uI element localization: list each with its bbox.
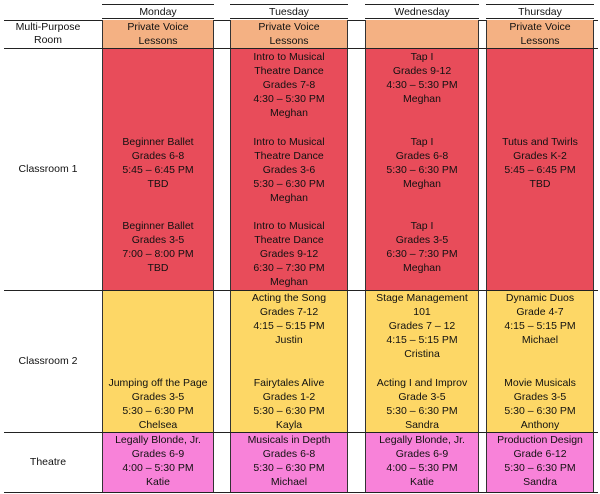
block-theatre-wednesday	[365, 433, 479, 492]
class-cell: Intro to Musical Theatre Dance Grades 7-8 4…	[253, 51, 325, 119]
class-cell: Beginner Ballet Grades 3-5 7:00 – 8:00 PM T…	[122, 220, 194, 274]
class-cell: Musicals in Depth Grades 6-8 5:30 – 6:30 P…	[247, 434, 331, 488]
day-header-wednesday: Wednesday	[365, 4, 479, 19]
block-theatre-monday	[102, 433, 214, 492]
class-cell: Tap I Grades 6-8 5:30 – 6:30 PM Meghan	[386, 136, 458, 190]
class-cell: Tap I Grades 9-12 4:30 – 5:30 PM Meghan	[386, 51, 458, 105]
class-cell: Fairytales Alive Grades 1-2 5:30 – 6:30 PM…	[253, 377, 325, 431]
class-cell: Acting I and Improv Grade 3-5 5:30 – 6:30 …	[376, 377, 468, 431]
block-classroom1-monday	[102, 49, 214, 290]
block-classroom2-tuesday	[230, 291, 348, 432]
class-cell: Movie Musicals Grades 3-5 5:30 – 6:30 PM An…	[504, 377, 576, 431]
class-cell: Private Voice Lessons	[258, 21, 320, 47]
row-separator	[4, 48, 598, 49]
class-cell: Intro to Musical Theatre Dance Grades 9-12…	[253, 220, 325, 288]
block-theatre-tuesday	[230, 433, 348, 492]
class-cell: Tutus and Twirls Grades K-2 5:45 – 6:45 PM…	[502, 136, 578, 190]
day-header-tuesday: Tuesday	[230, 4, 348, 19]
class-cell: Legally Blonde, Jr. Grades 6-9 4:00 – 5:30…	[115, 434, 201, 488]
block-mpr-tuesday	[230, 20, 348, 48]
class-cell: Tap I Grades 3-5 6:30 – 7:30 PM Meghan	[386, 220, 458, 274]
room-label-theatre: Theatre	[29, 455, 67, 468]
block-mpr-wednesday	[365, 20, 479, 48]
block-theatre-thursday	[486, 433, 594, 492]
block-classroom2-wednesday	[365, 291, 479, 432]
class-cell: Acting the Song Grades 7-12 4:15 – 5:15 PM…	[251, 292, 327, 346]
row-separator	[4, 432, 598, 433]
class-cell: Intro to Musical Theatre Dance Grades 3-6 5…	[253, 136, 325, 204]
class-cell: Private Voice Lessons	[509, 21, 571, 47]
day-header-monday: Monday	[102, 4, 214, 19]
class-cell: Jumping off the Page Grades 3-5 5:30 – 6:3…	[108, 377, 208, 431]
block-classroom1-tuesday	[230, 49, 348, 290]
class-cell: Dynamic Duos Grade 4-7 4:15 – 5:15 PM Micha…	[504, 292, 576, 346]
block-classroom1-thursday	[486, 49, 594, 290]
class-cell: Legally Blonde, Jr. Grades 6-9 4:00 – 5:30…	[379, 434, 465, 488]
row-separator	[4, 290, 598, 291]
class-cell: Stage Management 101 Grades 7 – 12 4:15 – 5…	[376, 292, 468, 360]
row-separator	[4, 492, 598, 493]
room-label-classroom-2: Classroom 2	[18, 354, 78, 367]
block-classroom2-thursday	[486, 291, 594, 432]
room-label-mpr: Multi-Purpose Room	[15, 21, 81, 46]
block-mpr-monday	[102, 20, 214, 48]
room-label-classroom-1: Classroom 1	[18, 162, 78, 175]
class-cell: Private Voice Lessons	[127, 21, 189, 47]
day-header-thursday: Thursday	[486, 4, 594, 19]
class-cell: Production Design Grade 6-12 5:30 – 6:30 P…	[497, 434, 583, 488]
block-classroom2-monday	[102, 291, 214, 432]
class-cell: Beginner Ballet Grades 6-8 5:45 – 6:45 PM T…	[122, 136, 194, 190]
block-classroom1-wednesday	[365, 49, 479, 290]
block-mpr-thursday	[486, 20, 594, 48]
